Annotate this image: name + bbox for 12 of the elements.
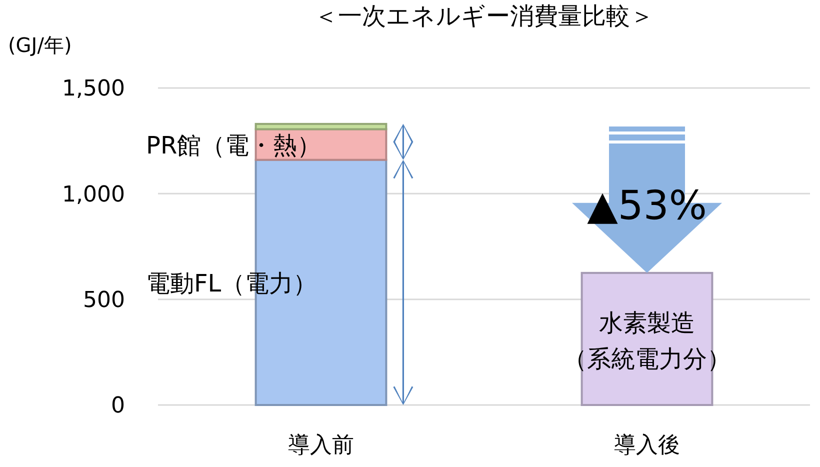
y-axis-title: (GJ/年) — [8, 33, 72, 57]
x-tick-label: 導入前 — [288, 433, 354, 458]
x-tick-label: 導入後 — [614, 433, 680, 458]
y-tick-label: 1,500 — [62, 76, 125, 102]
annotation: ▲53% — [587, 183, 707, 230]
series-label: 水素製造（系統電力分） — [563, 308, 731, 373]
series-label: 電動FL（電力） — [146, 269, 318, 298]
y-tick-label: 500 — [83, 288, 125, 314]
y-tick-label: 0 — [111, 394, 125, 419]
chart-title: ＜一次エネルギー消費量比較＞ — [314, 2, 654, 30]
series-label: PR館（電・熱） — [146, 132, 322, 160]
y-tick-label: 1,000 — [62, 182, 125, 208]
